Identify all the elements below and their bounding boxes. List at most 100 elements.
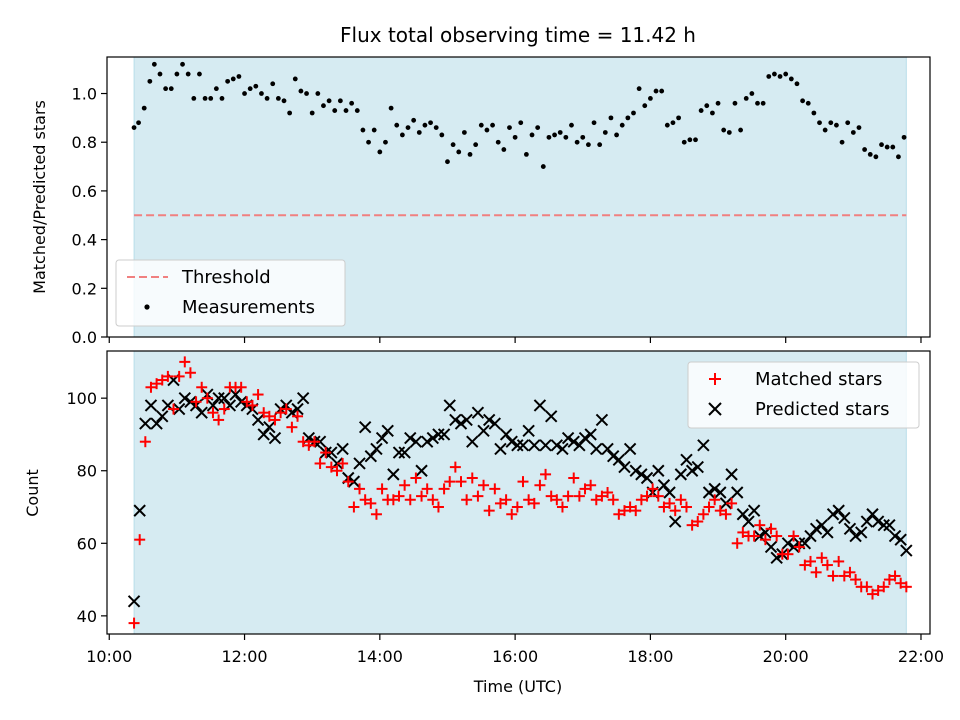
predicted-star-point: [460, 413, 473, 427]
matched-star-point: [455, 476, 467, 488]
predicted-star-point: [781, 537, 795, 550]
predicted-star-point: [691, 460, 704, 474]
matched-star-point: [680, 501, 692, 513]
predicted-star-point: [821, 526, 834, 539]
predicted-star-point: [257, 428, 270, 441]
predicted-star-point: [539, 439, 552, 452]
measurement-point: [631, 110, 636, 116]
predicted-star-point: [533, 399, 547, 412]
matched-star-point: [697, 508, 709, 520]
matched-star-point: [528, 497, 540, 509]
predicted-star-point: [652, 464, 665, 477]
predicted-star-point: [578, 431, 592, 445]
predicted-star-point: [212, 391, 225, 405]
matched-star-point: [337, 457, 349, 469]
measurement-point: [788, 76, 794, 82]
predicted-star-point: [516, 439, 530, 452]
measurement-point: [360, 127, 366, 133]
predicted-star-point: [855, 526, 868, 539]
measurement-point: [597, 142, 603, 148]
measurement-point: [264, 95, 270, 101]
matched-star-point: [489, 483, 501, 495]
measurement-point: [202, 95, 208, 101]
measurement-point: [450, 142, 456, 148]
predicted-star-point: [815, 518, 828, 532]
matched-star-point: [399, 479, 411, 491]
measurement-point: [896, 154, 901, 160]
predicted-star-point: [860, 515, 874, 528]
matched-star-point: [342, 476, 354, 488]
matched-star-point: [201, 392, 213, 404]
predicted-star-point: [156, 410, 169, 423]
matched-star-point: [827, 570, 839, 582]
predicted-star-point: [336, 442, 349, 456]
measurement-point: [755, 100, 760, 106]
legend-threshold-label: Threshold: [181, 267, 271, 288]
predicted-star-point: [826, 508, 840, 521]
measurement-point: [478, 122, 484, 128]
matched-star-point: [523, 494, 535, 506]
matched-star-point: [590, 494, 602, 506]
matched-star-point: [184, 367, 196, 379]
measurement-point: [136, 120, 141, 126]
predicted-star-point: [511, 439, 524, 452]
matched-star-point: [664, 497, 676, 509]
measurement-point: [208, 95, 214, 101]
measurement-point: [321, 103, 326, 109]
measurement-point: [287, 110, 293, 116]
matched-star-point: [810, 566, 822, 578]
measurement-point: [456, 149, 462, 155]
legend-predicted-label: Predicted stars: [755, 399, 889, 420]
top-legend[interactable]: Threshold Measurements: [115, 259, 346, 327]
predicted-star-point: [595, 413, 609, 427]
measurement-point: [185, 71, 191, 77]
bottom-legend-box: [687, 361, 920, 429]
measurement-point: [901, 134, 907, 140]
measurement-point: [191, 95, 197, 101]
predicted-star-point: [804, 529, 817, 543]
matched-star-point: [370, 508, 382, 520]
predicted-star-point: [420, 435, 434, 448]
measurement-point: [343, 108, 349, 113]
predicted-star-point: [742, 515, 755, 528]
matched-star-point: [517, 476, 529, 488]
top-panel: 0.0 0.2 0.4 0.6 0.8 1.0 Matched/Predicted sta…: [30, 56, 931, 347]
measurement-point: [653, 88, 659, 94]
predicted-star-point: [522, 424, 535, 438]
measurement-point: [377, 149, 383, 155]
measurement-point: [828, 120, 834, 126]
matched-star-point: [540, 468, 552, 480]
matched-star-point: [348, 501, 360, 513]
measurement-point: [850, 130, 856, 135]
matched-star-point: [297, 436, 309, 448]
measurement-point: [163, 86, 169, 92]
predicted-star-point: [725, 468, 738, 481]
measurement-point: [890, 144, 896, 150]
predicted-stars-points: [127, 373, 913, 608]
matched-star-point: [449, 461, 461, 473]
bottom-y-tick-label: 60: [77, 534, 97, 553]
measurement-point: [704, 103, 710, 109]
measurement-point: [253, 83, 259, 89]
bottom-x-tick-label: 14:00: [357, 647, 403, 666]
measurement-point: [811, 110, 817, 116]
matched-star-point: [635, 494, 647, 506]
matched-star-point: [286, 421, 298, 433]
matched-star-point: [551, 494, 563, 506]
bottom-legend[interactable]: Matched stars Predicted stars: [687, 361, 920, 429]
matched-star-point: [404, 494, 416, 506]
matched-star-point: [872, 584, 884, 596]
matched-star-point: [292, 410, 304, 422]
measurement-point: [710, 110, 715, 116]
measurement-point: [394, 122, 400, 128]
predicted-star-point: [229, 388, 242, 401]
predicted-star-point: [629, 464, 642, 477]
matched-star-point: [354, 483, 366, 495]
legend-predicted-swatch: [708, 402, 722, 416]
bottom-x-tick-label: 20:00: [763, 647, 809, 666]
matched-star-point: [754, 519, 766, 531]
matched-star-point: [432, 501, 444, 513]
matched-star-point: [213, 414, 225, 426]
measurement-point: [732, 100, 738, 106]
measurement-point: [512, 134, 518, 140]
